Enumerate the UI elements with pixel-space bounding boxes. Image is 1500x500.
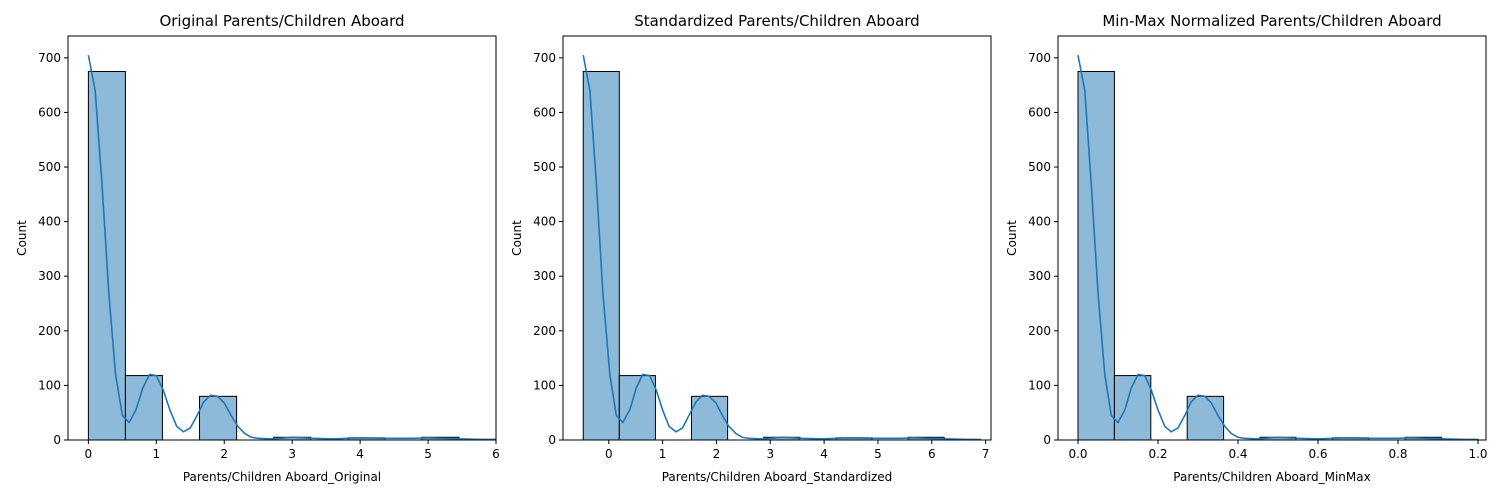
- y-tick-label: 700: [1028, 51, 1051, 65]
- y-axis-label: Count: [510, 220, 524, 256]
- kde-line: [1077, 54, 1478, 441]
- y-tick-label: 200: [533, 324, 556, 338]
- x-tick-label: 5: [424, 447, 432, 461]
- y-tick-label: 100: [533, 378, 556, 392]
- x-tick-label: 0.6: [1308, 447, 1327, 461]
- x-tick-label: 2: [220, 447, 228, 461]
- x-tick-label: 0.8: [1388, 447, 1407, 461]
- y-tick-label: 400: [1028, 215, 1051, 229]
- x-axis-label: Parents/Children Aboard_Standardized: [662, 470, 893, 484]
- x-tick-label: 2: [713, 447, 721, 461]
- x-tick-label: 3: [288, 447, 296, 461]
- kde-line: [582, 54, 981, 441]
- y-tick-label: 100: [38, 378, 61, 392]
- y-tick-label: 500: [533, 160, 556, 174]
- y-tick-label: 0: [53, 433, 61, 447]
- chart-panel-original: Original Parents/Children Aboard 0 1 2 3 4 5 6…: [15, 12, 500, 484]
- chart-title: Standardized Parents/Children Aboard: [634, 12, 919, 30]
- x-tick-label: 1: [659, 447, 667, 461]
- y-tick-label: 200: [1028, 324, 1051, 338]
- x-tick-label: 0.2: [1148, 447, 1167, 461]
- axes-frame: [67, 35, 497, 441]
- x-tick-label: 0: [605, 447, 613, 461]
- x-tick-label: 7: [982, 447, 990, 461]
- chart-panel-minmax: Min-Max Normalized Parents/Children Aboa…: [1005, 12, 1488, 484]
- x-tick-label: 0.0: [1068, 447, 1087, 461]
- plot-area: 0 1 2 3 4 5 6 0 100 200 300 400 500 600 700: [38, 51, 500, 461]
- x-tick-label: 4: [820, 447, 828, 461]
- x-axis-label: Parents/Children Aboard_MinMax: [1173, 470, 1370, 484]
- y-tick-label: 400: [533, 215, 556, 229]
- y-tick-label: 100: [1028, 378, 1051, 392]
- y-axis-label: Count: [1005, 220, 1019, 256]
- x-tick-label: 0: [85, 447, 93, 461]
- histogram-bar: [691, 395, 729, 441]
- y-tick-label: 0: [1043, 433, 1051, 447]
- y-tick-label: 200: [38, 324, 61, 338]
- y-tick-label: 500: [38, 160, 61, 174]
- kde-line: [87, 54, 496, 441]
- plot-area: 0 1 2 3 4 5 6 7 0 100 200 300 400 500 600 700: [533, 51, 989, 461]
- x-tick-label: 3: [766, 447, 774, 461]
- chart-panel-standardized: Standardized Parents/Children Aboard 0 1 2…: [510, 12, 992, 484]
- histogram-bar: [199, 395, 238, 441]
- y-tick-label: 0: [548, 433, 556, 447]
- y-tick-label: 600: [38, 105, 61, 119]
- y-tick-label: 600: [533, 105, 556, 119]
- x-tick-label: 6: [928, 447, 936, 461]
- y-tick-label: 300: [533, 269, 556, 283]
- x-tick-label: 6: [492, 447, 500, 461]
- y-tick-label: 700: [38, 51, 61, 65]
- chart-title: Min-Max Normalized Parents/Children Aboa…: [1102, 12, 1441, 30]
- x-tick-label: 4: [356, 447, 364, 461]
- x-tick-label: 1.0: [1468, 447, 1487, 461]
- y-tick-label: 300: [38, 269, 61, 283]
- axes-frame: [1057, 35, 1487, 441]
- y-tick-label: 400: [38, 215, 61, 229]
- histogram-bar: [1186, 395, 1225, 441]
- chart-title: Original Parents/Children Aboard: [159, 12, 404, 30]
- histogram-bar: [582, 70, 620, 441]
- y-tick-label: 300: [1028, 269, 1051, 283]
- plot-area: 0.0 0.2 0.4 0.6 0.8 1.0 0 100 200 300 400 500 600 700: [1028, 51, 1487, 461]
- x-tick-label: 5: [874, 447, 882, 461]
- y-tick-label: 700: [533, 51, 556, 65]
- x-tick-label: 0.4: [1228, 447, 1247, 461]
- x-axis-label: Parents/Children Aboard_Original: [183, 470, 381, 484]
- x-tick-label: 1: [152, 447, 160, 461]
- axes-frame: [562, 35, 992, 441]
- y-tick-label: 500: [1028, 160, 1051, 174]
- y-axis-label: Count: [15, 220, 29, 256]
- y-tick-label: 600: [1028, 105, 1051, 119]
